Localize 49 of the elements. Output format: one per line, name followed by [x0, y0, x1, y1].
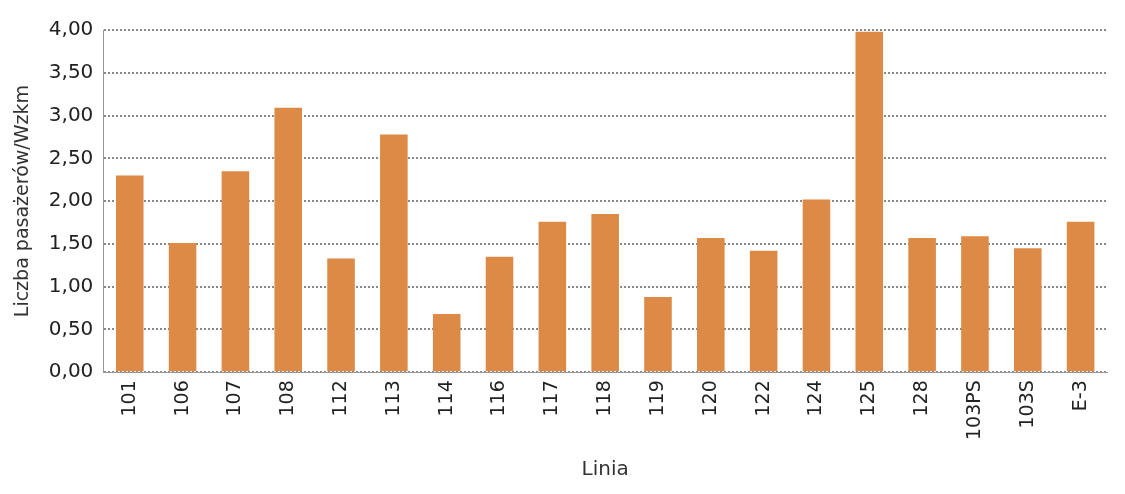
bar: [380, 134, 408, 372]
bar: [221, 171, 250, 372]
x-tick-label: 122: [750, 380, 773, 417]
bar: [802, 199, 831, 372]
bar: [485, 256, 514, 372]
x-tick-label: E-3: [1067, 380, 1090, 412]
y-tick-label: 0,50: [48, 315, 94, 340]
x-tick-label: 103S: [1014, 380, 1037, 429]
y-axis-title: Liczba pasażerów/Wzkm: [10, 85, 33, 318]
bar: [432, 314, 461, 372]
x-tick-label: 120: [697, 380, 720, 417]
bar: [961, 236, 989, 372]
y-tick-label: 2,50: [48, 144, 94, 169]
x-tick-label: 107: [222, 380, 245, 417]
x-tick-label: 119: [644, 380, 667, 417]
bar: [115, 175, 144, 372]
x-tick-label: 106: [169, 380, 192, 417]
bar: [1066, 221, 1095, 372]
x-tick-label: 116: [486, 380, 509, 417]
bar: [327, 258, 355, 372]
x-tick-label: 125: [856, 380, 879, 417]
x-tick-label: 114: [433, 380, 456, 417]
bar: [749, 250, 778, 372]
bar: [644, 296, 672, 372]
bar: [908, 237, 936, 372]
bar: [168, 243, 197, 372]
bar: [591, 213, 619, 372]
y-tick-label: 2,00: [48, 187, 94, 212]
y-tick-label: 3,00: [48, 101, 94, 126]
x-tick-label: 112: [327, 380, 350, 417]
x-tick-label: 108: [275, 380, 298, 417]
bar: [538, 221, 567, 372]
x-tick-label: 128: [909, 380, 932, 417]
x-tick-label: 124: [803, 380, 826, 417]
y-tick-label: 3,50: [48, 58, 94, 83]
y-tick-label: 0,00: [48, 358, 94, 383]
x-tick-label: 113: [380, 380, 403, 417]
x-tick-label: 118: [592, 380, 615, 417]
bar: [274, 107, 303, 372]
x-tick-label: 101: [116, 380, 139, 417]
bar: [1013, 248, 1042, 372]
x-axis-title: Linia: [581, 456, 629, 481]
bar: [855, 31, 884, 372]
y-tick-label: 4,00: [48, 16, 94, 41]
x-tick-label: 103PS: [961, 380, 984, 441]
y-tick-label: 1,50: [48, 230, 94, 255]
bar: [697, 237, 725, 372]
x-tick-label: 117: [539, 380, 562, 417]
y-tick-label: 1,00: [48, 272, 94, 297]
